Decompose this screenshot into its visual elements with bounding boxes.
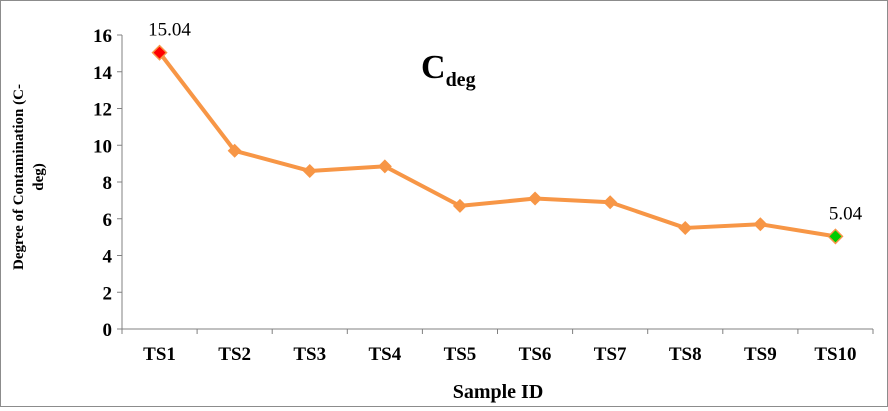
data-point-marker xyxy=(227,143,242,158)
data-labels: 15.04 5.04 xyxy=(148,20,862,225)
data-point-marker xyxy=(151,44,168,61)
x-tick-label: TS5 xyxy=(444,344,477,365)
x-tick-label: TS6 xyxy=(519,344,552,365)
y-tick-label: 16 xyxy=(93,26,112,47)
y-tick-label: 14 xyxy=(93,63,113,84)
x-tick-labels: TS1 TS2 TS3 TS4 TS5 TS6 TS7 TS8 TS9 TS10 xyxy=(121,329,874,365)
chart-title-subscript: deg xyxy=(446,69,476,91)
data-point-marker xyxy=(678,220,693,235)
y-tick-label: 12 xyxy=(93,100,112,121)
y-axis-title-line2: deg) xyxy=(31,163,47,191)
y-tick-labels: 0 2 4 6 8 10 12 14 16 xyxy=(93,26,122,341)
data-label: 5.04 xyxy=(829,203,863,224)
x-tick-label: TS9 xyxy=(744,344,777,365)
y-axis-title-line1: Degree of Contamination (C- xyxy=(11,84,27,270)
axes xyxy=(121,35,873,330)
x-tick-label: TS7 xyxy=(594,344,627,365)
x-tick-label: TS8 xyxy=(669,344,702,365)
y-tick-label: 4 xyxy=(103,247,113,268)
series-line xyxy=(157,51,836,239)
y-tick-label: 2 xyxy=(103,283,113,304)
data-point-marker xyxy=(302,163,317,178)
x-tick-label: TS1 xyxy=(143,344,176,365)
data-point-marker xyxy=(452,198,467,213)
y-tick-label: 6 xyxy=(103,210,113,231)
x-tick-label: TS10 xyxy=(814,344,856,365)
data-point-marker xyxy=(603,195,618,210)
data-point-marker xyxy=(377,159,392,174)
chart-title-main: C xyxy=(421,49,446,86)
x-tick-label: TS3 xyxy=(293,344,326,365)
chart-title: Cdeg xyxy=(421,49,476,91)
data-point-marker xyxy=(827,228,844,245)
data-label: 15.04 xyxy=(148,20,191,41)
series-layer xyxy=(151,44,844,245)
x-axis-title: Sample ID xyxy=(453,381,544,403)
data-point-marker xyxy=(528,191,543,206)
y-tick-label: 10 xyxy=(93,136,112,157)
y-tick-label: 0 xyxy=(103,320,113,341)
data-point-marker xyxy=(753,217,768,232)
y-tick-label: 8 xyxy=(103,173,113,194)
x-tick-label: TS4 xyxy=(368,344,401,365)
x-tick-label: TS2 xyxy=(218,344,251,365)
y-axis-title: Degree of Contamination (C- deg) xyxy=(11,84,47,270)
